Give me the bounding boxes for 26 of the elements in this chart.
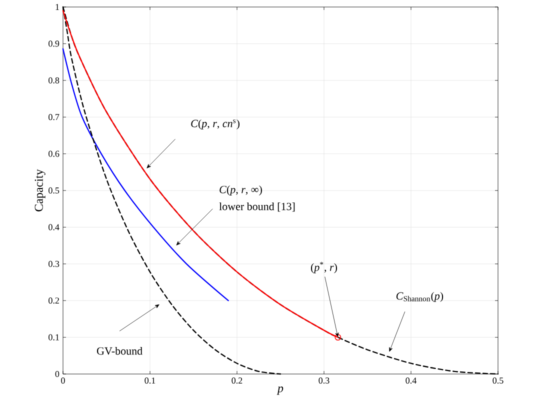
x-tick-label: 0.2	[232, 378, 242, 384]
y-tick-label: 1	[56, 4, 59, 10]
y-tick-label: 0	[55, 370, 60, 378]
x-axis-title: p	[276, 386, 284, 395]
x-tick-label: 0	[61, 378, 65, 384]
line-series	[62, 10, 339, 338]
y-tick-label: 0.6	[48, 150, 60, 157]
y-axis-title: Capacity	[34, 169, 46, 212]
annotation: lower bound [13]	[219, 202, 295, 212]
y-tick-label: 0.2	[48, 298, 59, 304]
annotation: C(p, r, ∞)	[220, 186, 262, 196]
x-tick-label: 0.4	[406, 378, 416, 384]
text: C(p, r, cn$^{s}$)	[191, 119, 240, 130]
y-tick-label: 0.9	[48, 40, 60, 47]
x-tick-label: 0.1	[144, 378, 156, 384]
y-tick-label: 0.8	[48, 77, 60, 84]
annotation: (p$^{*}$, r)	[310, 262, 338, 274]
y-tick-label: 0.7	[48, 114, 60, 120]
x-tick-label: 0.3	[318, 378, 330, 384]
y-tick-label: 0.1	[48, 334, 59, 340]
y-tick-label: 0.5	[48, 187, 60, 194]
annotation: C$_{Shannon}$(p)	[396, 292, 444, 302]
x-tick-label: 0.5	[492, 378, 504, 384]
y-tick-label: 0.3	[48, 260, 60, 267]
annotation: GV-bound	[96, 346, 142, 355]
y-tick-label: 0.4	[48, 224, 60, 230]
